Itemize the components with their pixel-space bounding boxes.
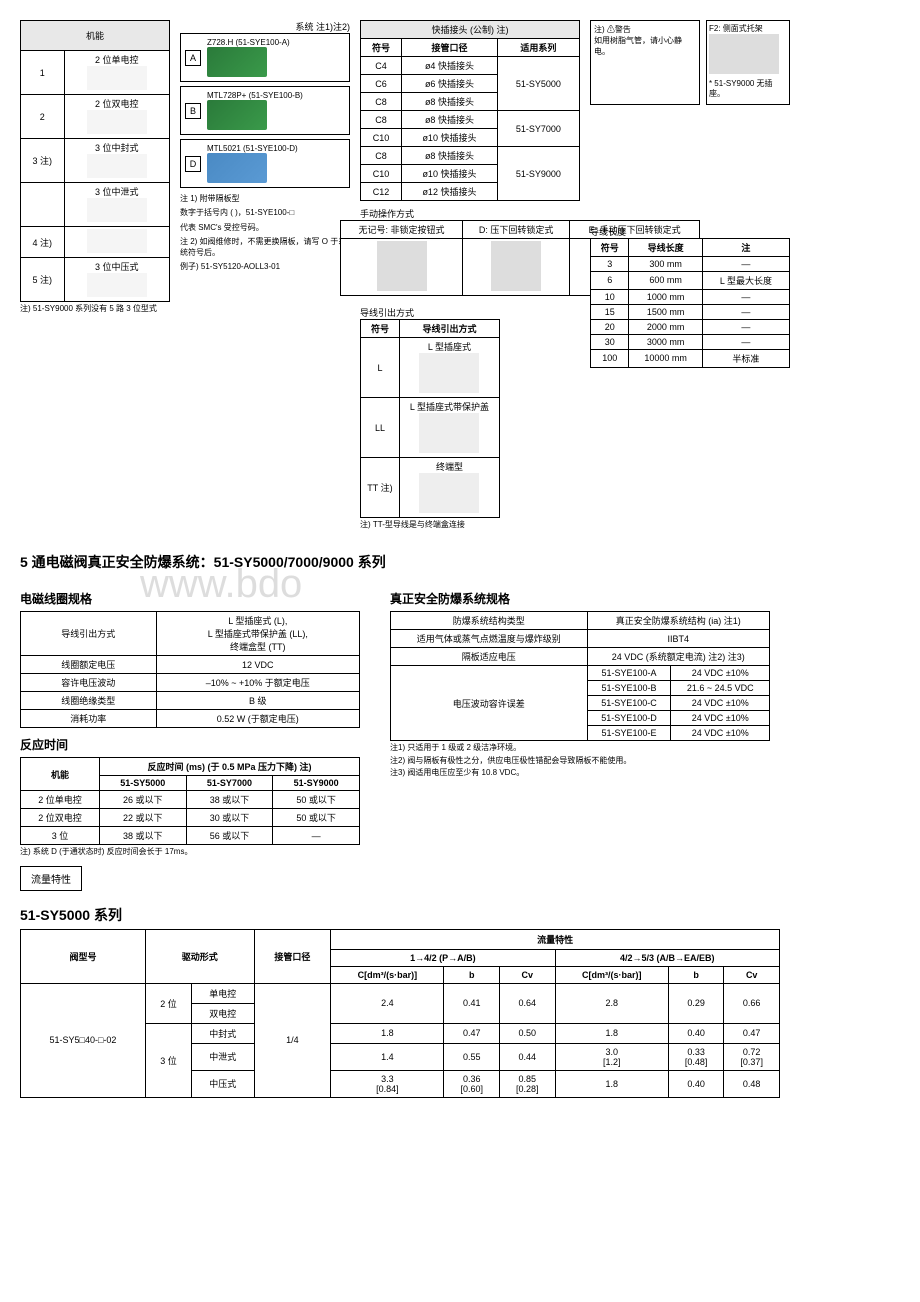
- safe-table: 防爆系统结构类型真正安全防爆系统结构 (ia) 注1) 适用气体或蒸气点燃温度与…: [390, 611, 770, 741]
- f2-label: F2: 侧面式托架: [709, 23, 787, 34]
- top-diagrams: 机能 12 位单电控 22 位双电控 3 注)3 位中封式 3 位中泄式 4 注…: [20, 20, 900, 532]
- manual-title: 手动操作方式: [360, 207, 580, 220]
- lead-length-table: 符号导线长度注 3300 mm— 6600 mmL 型最大长度 101000 m…: [590, 238, 790, 368]
- leadout-table: 符号导线引出方式 LL 型插座式 LLL 型插座式带保护盖 TT 注)终端型: [360, 319, 500, 518]
- mid-heading: 5 通电磁阀真正安全防爆系统：51-SY5000/7000/9000 系列: [20, 552, 900, 572]
- sys-d: D MTL5021 (51-SYE100-D): [180, 139, 350, 188]
- quick-connector-table: 快插接头 (公制) 注) 符号接管口径适用系列 C4ø4 快插接头51-SY50…: [360, 20, 580, 201]
- react-title: 反应时间: [20, 736, 360, 753]
- warning-box: 注) ⚠警告 如用树脂气管，请小心静电。: [590, 20, 700, 105]
- flow-label: 流量特性: [20, 866, 82, 891]
- coil-title: 电磁线圈规格: [20, 590, 360, 607]
- sys-b: B MTL728P+ (51-SYE100-B): [180, 86, 350, 135]
- len-title: 导线长度: [590, 225, 790, 238]
- sys-a: A Z728.H (51-SYE100-A): [180, 33, 350, 82]
- mech-header: 机能: [21, 21, 170, 51]
- flow-table: 阀型号 驱动形式 接管口径 流量特性 1→4/2 (P→A/B) 4/2→5/3…: [20, 929, 780, 1098]
- series-title: 51-SY5000 系列: [20, 905, 900, 925]
- mech-note: 注) 51-SY9000 系列没有 5 路 3 位型式: [20, 304, 170, 314]
- reaction-table: 机能反应时间 (ms) (于 0.5 MPa 压力下降) 注) 51-SY500…: [20, 757, 360, 845]
- safe-title: 真正安全防爆系统规格: [390, 590, 770, 607]
- coil-table: 导线引出方式L 型插座式 (L), L 型插座式带保护盖 (LL), 终端盒型 …: [20, 611, 360, 728]
- sys-header: 系统 注1)注2): [180, 20, 350, 33]
- lead-title: 导线引出方式: [360, 306, 580, 319]
- mechanism-table: 机能 12 位单电控 22 位双电控 3 注)3 位中封式 3 位中泄式 4 注…: [20, 20, 170, 302]
